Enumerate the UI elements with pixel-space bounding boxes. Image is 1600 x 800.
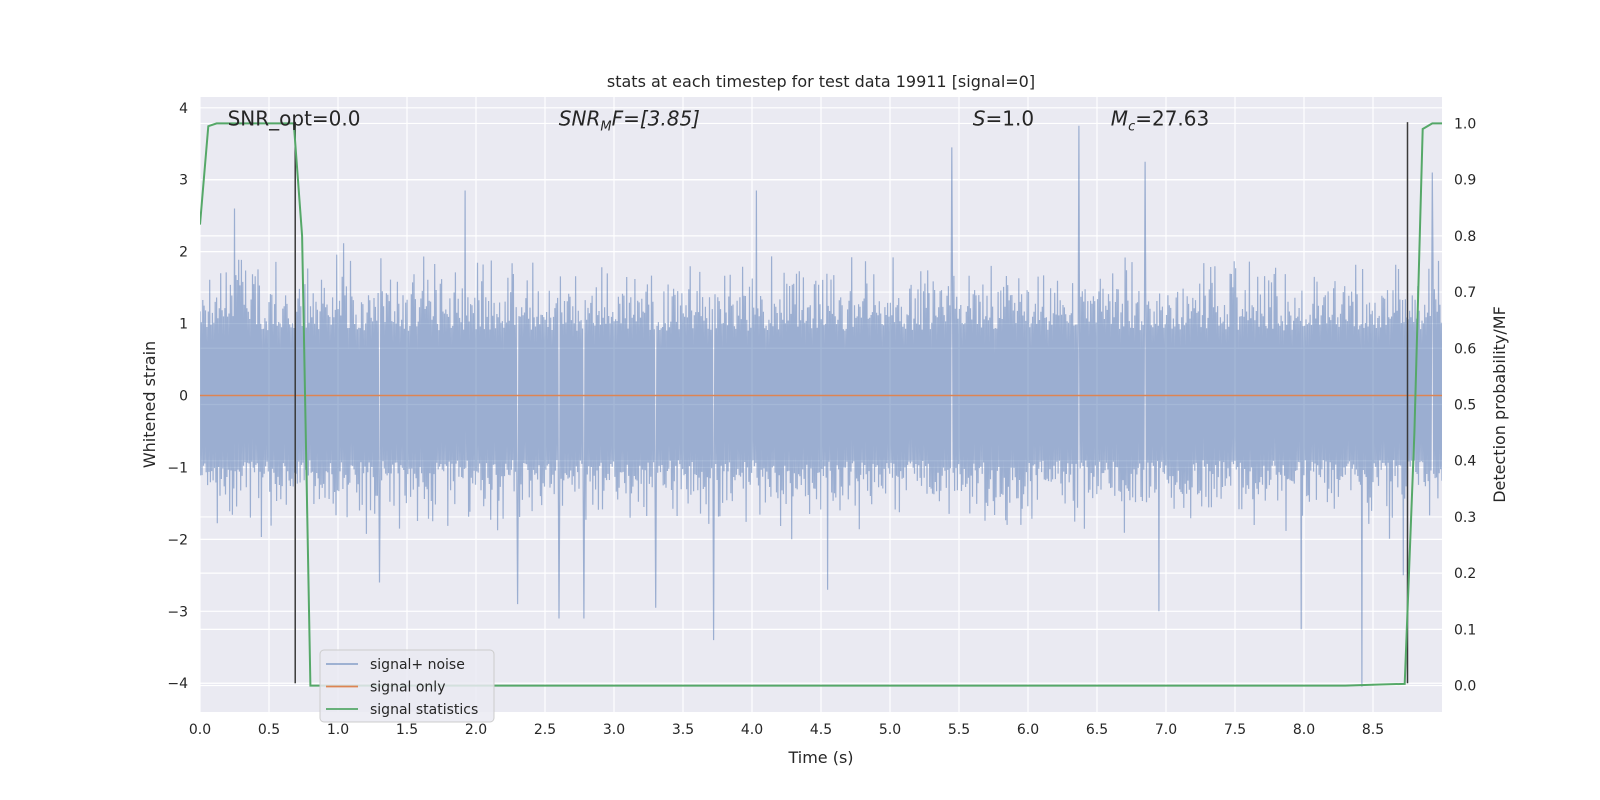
y-tick-label: −2 (167, 532, 188, 548)
annotations: SNR_opt=0.0 SNRMF=[3.85] S=1.0 Mc=27.63 (228, 107, 1210, 135)
y2-tick-label: 0.6 (1454, 341, 1476, 357)
y2-tick-label: 0.4 (1454, 454, 1476, 470)
x-tick-label: 5.0 (879, 722, 901, 738)
y2-tick-label: 1.0 (1454, 116, 1476, 132)
x-tick-label: 4.5 (810, 722, 832, 738)
annotation-mc: Mc=27.63 (1111, 107, 1209, 135)
annotation-snr-mf-sub: M (600, 120, 611, 135)
x-tick-label: 2.5 (534, 722, 556, 738)
series-signal-noise (200, 125, 1442, 687)
x-axis-label: Time (s) (787, 748, 853, 767)
y-tick-label: −3 (167, 604, 188, 620)
legend-box (319, 649, 495, 723)
x-tick-label: 5.5 (948, 722, 970, 738)
annotation-s-stat-prefix: S (973, 107, 986, 131)
x-tick-label: 2.0 (465, 722, 487, 738)
annotation-snr-mf-prefix: SNR (559, 107, 601, 131)
y-tick-label: 0 (179, 389, 188, 405)
chart-title: stats at each timestep for test data 199… (607, 72, 1035, 91)
x-tick-label: 6.5 (1086, 722, 1108, 738)
x-tick-label: 8.0 (1293, 722, 1315, 738)
y2-tick-label: 0.5 (1454, 398, 1476, 414)
x-axis-ticks: 0.0 0.5 1.0 1.5 2.0 2.5 3.0 3.5 4.0 4.5 5.0 5.5 6.0 6… (189, 722, 1384, 738)
x-tick-label: 4.0 (741, 722, 763, 738)
y2-tick-label: 0.8 (1454, 229, 1476, 245)
y-tick-label: 1 (179, 317, 188, 333)
x-tick-label: 8.5 (1362, 722, 1384, 738)
y2-tick-label: 0.3 (1454, 510, 1476, 526)
x-tick-label: 3.5 (672, 722, 694, 738)
y2-tick-label: 0.1 (1454, 622, 1476, 638)
x-tick-label: 6.0 (1017, 722, 1039, 738)
series-layer (200, 122, 1442, 687)
y2-tick-label: 0.2 (1454, 566, 1476, 582)
y2-tick-label: 0.0 (1454, 679, 1476, 695)
x-tick-label: 0.0 (189, 722, 211, 738)
y-tick-label: −4 (167, 676, 188, 692)
legend-label-signal-statistics: signal statistics (370, 702, 478, 718)
y-tick-label: 4 (179, 101, 188, 117)
series-signal-statistics (200, 122, 1442, 687)
annotation-mc-suffix: =27.63 (1135, 107, 1209, 131)
y-axis-ticks: 4 3 2 1 0 −1 −2 −3 −4 (167, 101, 188, 692)
annotation-s-stat: S=1.0 (973, 107, 1034, 131)
annotation-snr-mf-suffix: F=[3.85] (612, 107, 700, 131)
x-tick-label: 7.0 (1155, 722, 1177, 738)
y-axis-label: Whitened strain (140, 341, 159, 468)
y2-axis-label: Detection probability/MF (1490, 306, 1509, 503)
annotation-s-stat-suffix: =1.0 (986, 107, 1035, 131)
legend-label-signal-only: signal only (370, 680, 445, 696)
y-tick-label: 3 (179, 173, 188, 189)
annotation-snr-mf: SNRMF=[3.85] (559, 107, 700, 135)
annotation-snr-opt: SNR_opt=0.0 (228, 107, 361, 131)
y2-tick-label: 0.7 (1454, 285, 1476, 301)
legend-label-signal-noise: signal+ noise (370, 657, 465, 673)
x-tick-label: 3.0 (603, 722, 625, 738)
x-tick-label: 1.5 (396, 722, 418, 738)
x-tick-label: 0.5 (258, 722, 280, 738)
y2-axis-ticks: 1.0 0.9 0.8 0.7 0.6 0.5 0.4 0.3 0.2 0.1 0.0 (1454, 116, 1476, 694)
annotation-mc-sub: c (1128, 120, 1135, 135)
x-tick-label: 1.0 (327, 722, 349, 738)
x-tick-label: 7.5 (1224, 722, 1246, 738)
y-tick-label: 2 (179, 245, 188, 261)
y-tick-label: −1 (167, 460, 188, 476)
y2-tick-label: 0.9 (1454, 173, 1476, 189)
legend: signal+ noise signal only signal statist… (319, 649, 495, 723)
annotation-mc-prefix: M (1111, 107, 1128, 131)
